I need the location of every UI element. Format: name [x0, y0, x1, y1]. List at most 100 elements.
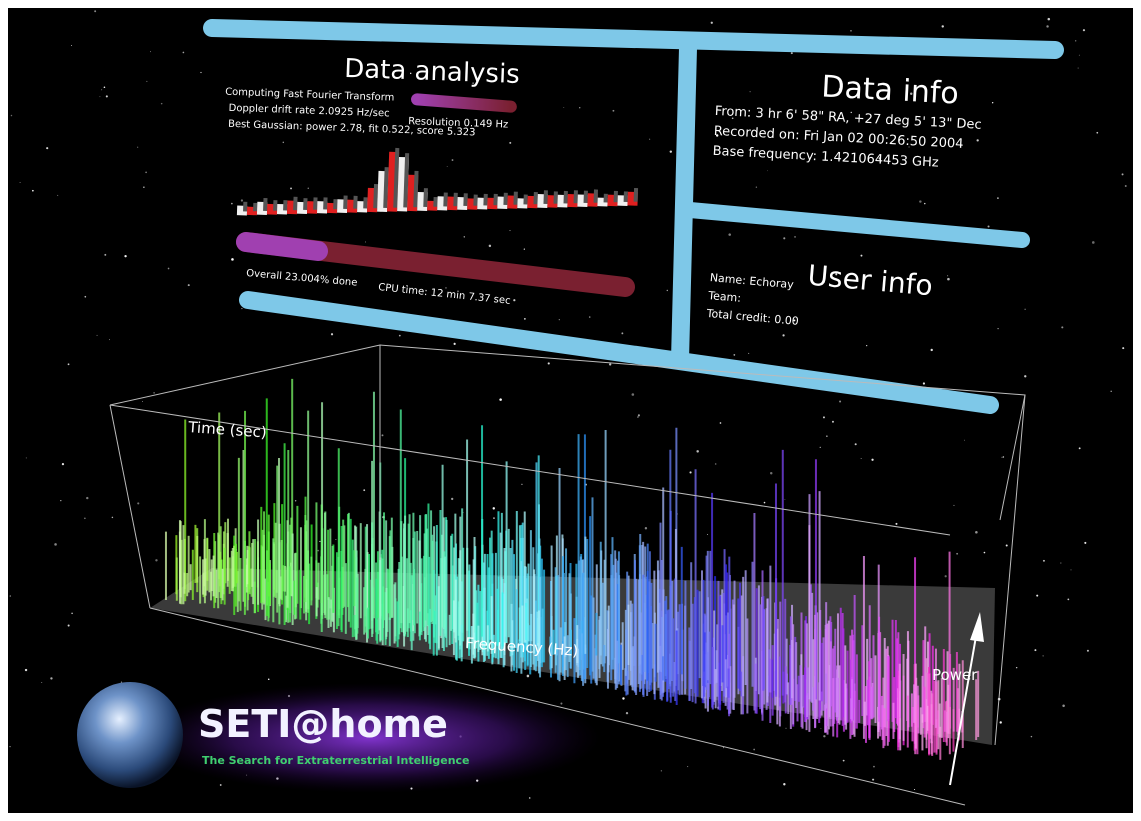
- gauss-bar-side: [463, 193, 468, 207]
- stars: [9, 10, 1127, 799]
- star: [914, 788, 916, 791]
- gauss-bar-side: [273, 200, 278, 211]
- star: [783, 237, 786, 240]
- star: [860, 458, 862, 459]
- star: [381, 434, 384, 437]
- gauss-bar-side: [253, 202, 258, 212]
- star: [363, 489, 366, 492]
- star: [815, 133, 817, 135]
- star: [560, 702, 563, 705]
- box-edge: [109, 404, 151, 609]
- logo-earth: [77, 682, 183, 788]
- star: [669, 150, 672, 153]
- star: [649, 138, 651, 140]
- star: [104, 253, 107, 256]
- star: [493, 517, 495, 519]
- star: [854, 443, 857, 446]
- star: [823, 735, 826, 738]
- star: [25, 457, 27, 459]
- star: [1086, 649, 1089, 652]
- spectrum: [164, 378, 980, 760]
- star: [94, 10, 97, 13]
- star: [766, 170, 768, 172]
- star: [101, 89, 103, 91]
- star: [733, 354, 736, 356]
- gauss-bar-side: [383, 167, 389, 209]
- gauss-bar-side: [633, 187, 639, 202]
- star: [722, 747, 724, 749]
- star: [521, 483, 523, 485]
- logo-glow: [140, 683, 600, 793]
- star: [155, 559, 158, 562]
- overall-progress-fill: [236, 232, 328, 261]
- gauss-bar-side: [493, 193, 498, 206]
- box-edge: [994, 394, 1026, 746]
- star: [103, 86, 106, 89]
- gauss-bar-side: [303, 198, 308, 211]
- gauss-bar-side: [453, 192, 458, 207]
- star: [523, 248, 525, 250]
- star: [964, 439, 965, 441]
- star: [822, 280, 825, 284]
- star: [231, 202, 233, 205]
- star: [61, 462, 65, 466]
- star: [1092, 241, 1095, 244]
- star: [451, 497, 454, 501]
- star: [666, 289, 668, 292]
- gauss-bar-side: [583, 190, 588, 204]
- star: [499, 398, 502, 401]
- star: [871, 458, 874, 461]
- star: [472, 82, 474, 84]
- star: [866, 345, 868, 347]
- star: [111, 516, 114, 519]
- gauss-bar-side: [393, 147, 400, 208]
- star: [1067, 598, 1070, 601]
- star: [850, 111, 852, 114]
- star: [1001, 456, 1003, 458]
- logo-title: SETI@home: [198, 702, 448, 746]
- star: [282, 141, 285, 144]
- star: [941, 25, 944, 28]
- gauss-bar-side: [473, 194, 478, 206]
- star: [526, 674, 530, 678]
- star: [453, 342, 456, 346]
- star: [563, 107, 565, 108]
- star: [1096, 131, 1099, 134]
- star: [637, 416, 639, 418]
- star: [86, 496, 89, 500]
- star: [182, 51, 185, 54]
- star: [579, 107, 581, 109]
- star: [335, 538, 337, 540]
- star: [832, 420, 834, 423]
- logo-subtitle: The Search for Extraterrestrial Intellig…: [202, 754, 470, 767]
- star: [41, 682, 43, 684]
- star: [445, 287, 447, 289]
- star: [631, 393, 635, 396]
- star: [997, 197, 999, 199]
- graph-box: [109, 344, 1026, 806]
- progress-bar: [411, 93, 517, 113]
- star: [790, 52, 793, 55]
- star: [528, 797, 531, 799]
- star: [365, 241, 366, 243]
- star: [492, 507, 495, 510]
- star: [10, 114, 13, 117]
- star: [783, 783, 786, 786]
- star: [763, 501, 766, 504]
- star: [838, 88, 841, 91]
- star: [1110, 390, 1112, 392]
- gauss-bar-side: [613, 190, 618, 203]
- star: [241, 308, 243, 310]
- star: [749, 91, 751, 93]
- panel-title: Data info: [821, 69, 960, 111]
- gauss-bar-side: [513, 191, 518, 205]
- star: [860, 254, 863, 257]
- gauss-bar-side: [243, 201, 248, 212]
- star: [755, 186, 758, 188]
- power-arrow-head: [970, 612, 984, 642]
- star: [687, 766, 689, 768]
- star: [588, 316, 591, 318]
- gauss-bar-side: [423, 188, 428, 208]
- star: [1046, 25, 1049, 28]
